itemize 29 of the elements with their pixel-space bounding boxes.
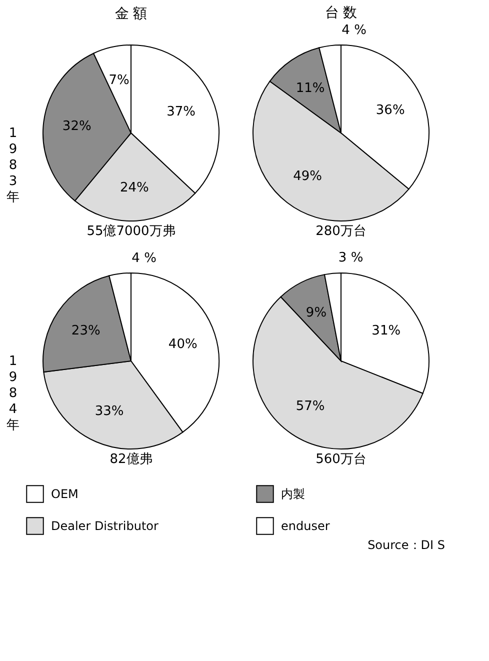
data-label: 36%: [376, 102, 405, 118]
source-note: Source：DI S: [368, 538, 445, 552]
data-label: 37%: [166, 104, 196, 120]
data-label: 31%: [372, 323, 401, 338]
chart-title: 台 数: [324, 4, 358, 21]
data-label: 24%: [120, 180, 149, 196]
data-label: 3 %: [338, 250, 364, 266]
data-label: 11%: [296, 80, 325, 96]
data-label: 9%: [306, 305, 327, 320]
data-label: 23%: [71, 323, 100, 338]
legend-label: enduser: [281, 519, 330, 533]
text: 560万台: [316, 452, 366, 467]
text: 1983年: [6, 126, 20, 205]
data-label: 32%: [62, 119, 92, 134]
data-label: 49%: [293, 169, 322, 184]
data-label: 4 %: [342, 22, 366, 38]
chart-title: 金 額: [114, 6, 148, 22]
text: 55億7000万弗: [86, 224, 176, 239]
legend-label: Dealer Distributor: [51, 519, 159, 533]
data-label: 4 %: [132, 250, 156, 266]
legend-label: 内製: [281, 487, 305, 501]
text: 280万台: [316, 224, 366, 239]
text: 82億弗: [110, 452, 152, 467]
data-label: 7%: [108, 72, 130, 88]
text: 1984年: [6, 354, 20, 433]
data-label: 40%: [168, 337, 198, 352]
data-label: 57%: [296, 399, 325, 414]
legend-label: OEM: [51, 487, 78, 501]
data-label: 33%: [94, 404, 124, 420]
